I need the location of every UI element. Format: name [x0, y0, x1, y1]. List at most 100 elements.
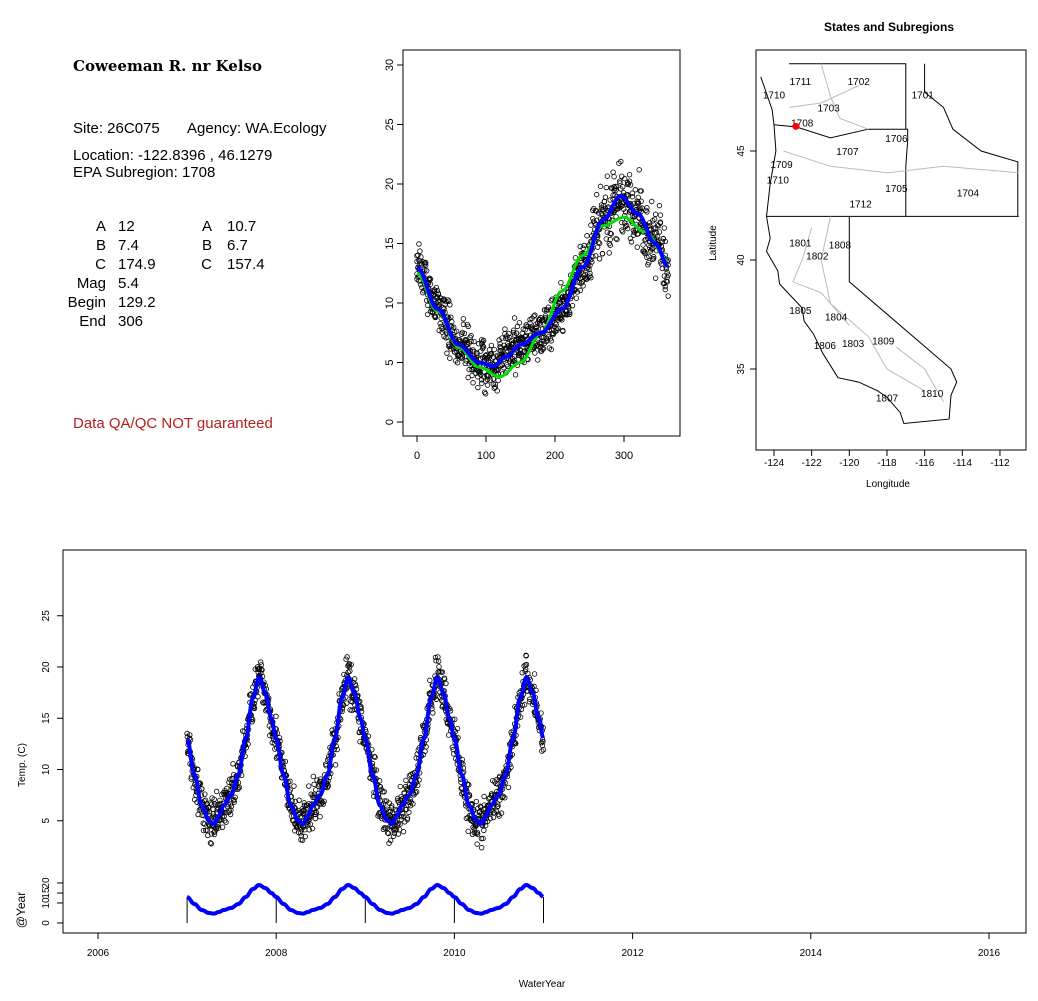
data-point: [598, 202, 605, 208]
data-point: [515, 336, 522, 343]
subregion-boundary: [789, 85, 859, 108]
data-point: [540, 739, 546, 745]
data-point: [546, 345, 553, 351]
data-point: [437, 320, 443, 327]
data-point: [325, 783, 332, 789]
data-point: [373, 767, 380, 773]
data-point: [525, 323, 531, 330]
data-point: [491, 385, 497, 391]
data-point: [334, 746, 340, 753]
data-point: [468, 332, 474, 339]
data-point: [519, 330, 525, 337]
data-point: [590, 207, 596, 213]
data-point: [595, 239, 602, 246]
x-tick-label: -114: [953, 458, 973, 469]
data-point: [219, 824, 226, 830]
subregion-map: -124 -122 -120 -118 -116 -114 -112 35 40 45 1711 17…: [736, 63, 1019, 469]
data-point: [657, 212, 664, 218]
data-point: [317, 813, 323, 820]
map-xlabel: Longitude: [866, 479, 910, 490]
data-point: [469, 372, 475, 379]
data-point: [538, 318, 545, 324]
data-point: [481, 827, 487, 834]
param-value: 10.7: [227, 218, 256, 235]
data-point: [540, 338, 547, 344]
data-point: [462, 360, 468, 367]
data-point: [544, 337, 551, 343]
data-point: [226, 779, 232, 786]
data-point: [207, 840, 214, 846]
data-point: [446, 298, 452, 304]
data-point: [228, 803, 235, 809]
data-point: [454, 360, 461, 366]
data-point: [615, 202, 621, 209]
data-point: [634, 244, 640, 250]
data-point: [424, 311, 431, 318]
data-point: [382, 825, 389, 831]
param-value: 5.4: [118, 275, 139, 292]
data-point: [217, 797, 223, 804]
data-point: [217, 800, 224, 807]
data-point: [457, 354, 464, 360]
ts-ylabel: Temp. (C): [17, 743, 28, 787]
data-point: [490, 792, 496, 798]
data-point: [492, 384, 498, 390]
data-point: [184, 730, 190, 737]
data-point: [597, 183, 604, 190]
data-point: [414, 258, 420, 265]
data-point: [603, 236, 610, 242]
data-point: [629, 190, 636, 196]
data-point: [519, 669, 525, 676]
data-point: [429, 309, 436, 316]
data-point: [619, 219, 625, 226]
inset-fit-line: [186, 882, 545, 916]
data-point: [494, 804, 500, 810]
data-point: [415, 782, 421, 789]
subregion-label: 1707: [836, 147, 859, 158]
data-point: [664, 274, 670, 281]
data-point: [348, 661, 354, 668]
data-point: [558, 279, 564, 286]
parameter-table: A 12 B 7.4 C 174.9 Mag 5.4 Begin 129.2 End 306 A 10.7…: [68, 218, 265, 330]
param-label: B: [202, 237, 212, 254]
data-point: [589, 259, 595, 265]
data-point: [487, 815, 494, 822]
data-point: [492, 381, 498, 388]
data-point: [628, 239, 635, 245]
subregion: EPA Subregion: 1708: [73, 164, 215, 181]
subregion-label: 1808: [829, 241, 852, 252]
data-point: [422, 262, 429, 268]
data-point: [588, 274, 594, 281]
x-tick-label: -120: [839, 458, 859, 469]
param-label: Begin: [68, 294, 106, 311]
data-point: [295, 829, 302, 836]
data-point: [627, 235, 634, 242]
data-point: [566, 311, 573, 318]
data-point: [548, 338, 554, 344]
x-tick-label: -112: [990, 458, 1010, 469]
data-point: [482, 352, 489, 359]
data-point: [523, 653, 529, 659]
y-tick-label: 25: [384, 118, 396, 130]
timeseries-frame: [62, 549, 1027, 934]
subregion-label: 1803: [842, 339, 865, 350]
data-point: [451, 346, 457, 352]
data-point: [207, 823, 213, 829]
inset-y-tick-label: 20: [41, 877, 52, 889]
x-tick-label: -122: [802, 458, 822, 469]
data-point: [320, 801, 326, 807]
subregion-boundary: [792, 227, 813, 282]
data-point: [482, 822, 489, 829]
data-point: [651, 230, 658, 237]
x-tick-label: 2014: [800, 948, 823, 959]
seasonal-fit-line: [185, 674, 545, 826]
data-point: [502, 326, 508, 332]
data-point: [521, 702, 528, 708]
data-point: [481, 793, 487, 800]
data-point: [430, 710, 436, 716]
data-point: [533, 324, 539, 331]
data-point: [306, 827, 312, 833]
data-point: [502, 330, 508, 337]
data-point: [232, 794, 238, 800]
data-point: [313, 809, 319, 816]
